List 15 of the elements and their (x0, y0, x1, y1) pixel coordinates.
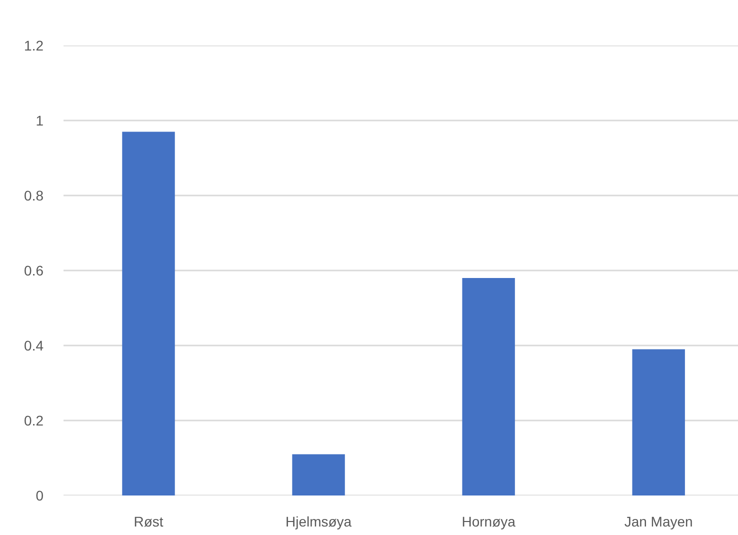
bar (632, 349, 685, 496)
bar (122, 132, 175, 496)
y-tick-label: 1.2 (24, 38, 44, 54)
bar (292, 454, 345, 496)
bar (462, 278, 515, 496)
y-tick-label: 1 (36, 112, 44, 128)
y-tick-label: 0.2 (24, 412, 44, 428)
x-tick-label: Jan Mayen (624, 514, 693, 530)
x-tick-label: Hjelmsøya (285, 514, 352, 530)
y-tick-label: 0.4 (24, 338, 44, 354)
y-tick-label: 0.6 (24, 262, 44, 278)
y-tick-label: 0 (36, 488, 44, 504)
x-tick-label: Hornøya (462, 514, 516, 530)
y-tick-label: 0.8 (24, 188, 44, 204)
x-tick-label: Røst (134, 514, 164, 530)
